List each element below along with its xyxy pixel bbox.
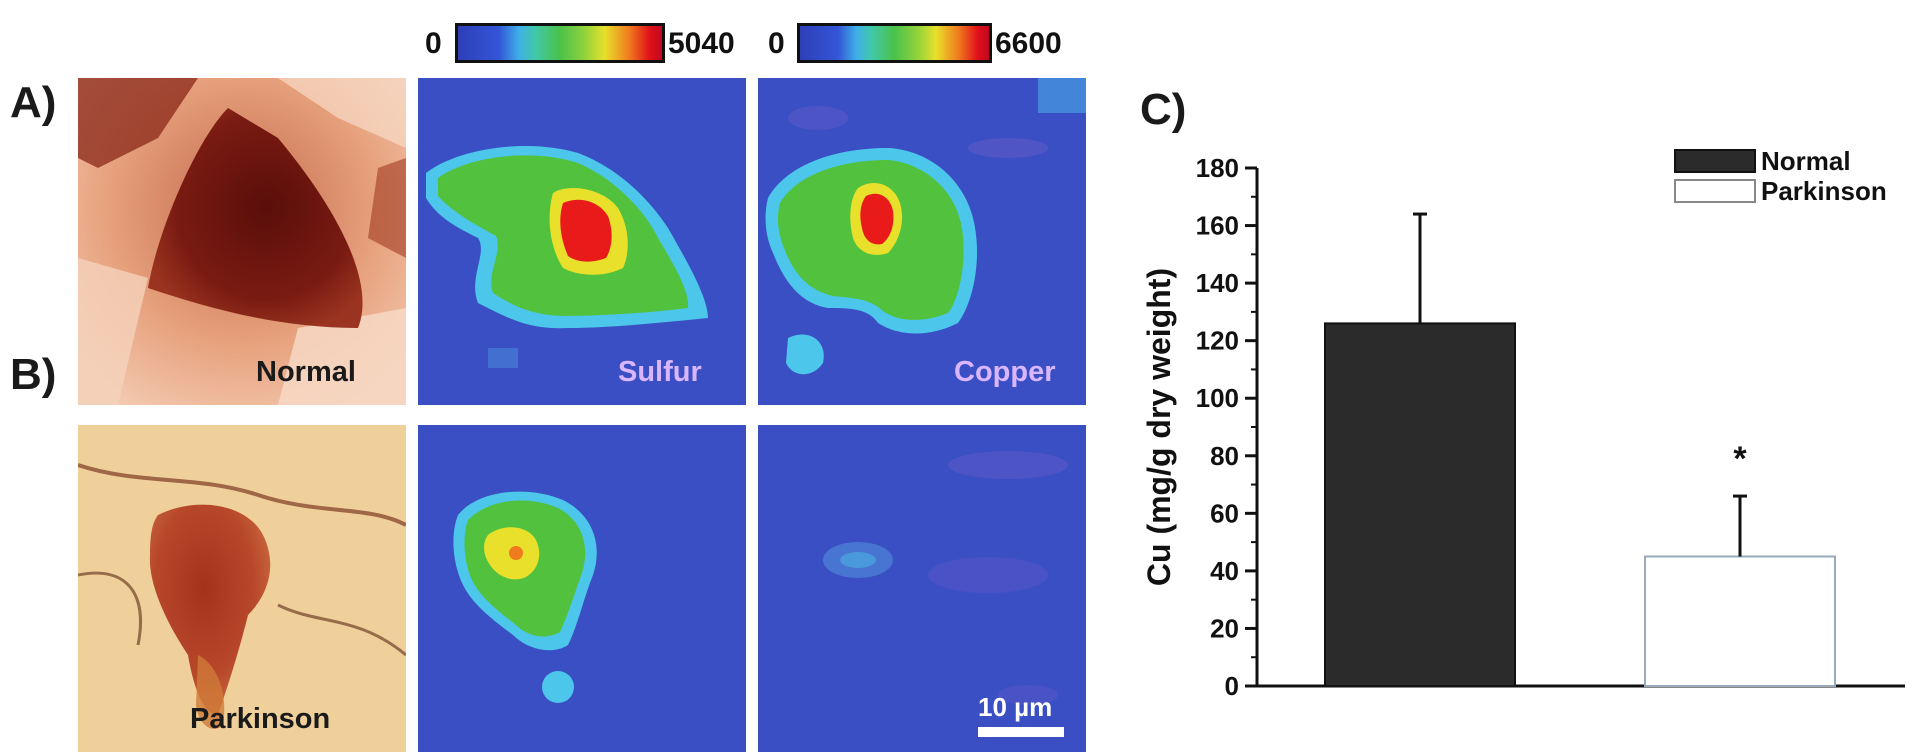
sulfur-caption: Sulfur bbox=[618, 356, 702, 388]
y-tick-label: 140 bbox=[1196, 268, 1239, 298]
colorbar-copper bbox=[797, 23, 992, 63]
legend-label-normal: Normal bbox=[1761, 146, 1851, 176]
colorbar-copper-min: 0 bbox=[768, 27, 785, 60]
normal-caption: Normal bbox=[256, 356, 356, 388]
parkinson-optical-image: Parkinson bbox=[78, 425, 406, 752]
y-tick-label: 120 bbox=[1196, 326, 1239, 356]
parkinson-caption: Parkinson bbox=[190, 703, 331, 735]
scale-bar bbox=[978, 727, 1064, 737]
sulfur-map-normal: Sulfur bbox=[418, 78, 746, 405]
legend-swatch-parkinson bbox=[1674, 179, 1756, 203]
y-tick-label: 40 bbox=[1210, 556, 1239, 586]
copper-map-normal: Copper bbox=[758, 78, 1086, 405]
sulfur-map-parkinson bbox=[418, 425, 746, 752]
colorbar-sulfur-min: 0 bbox=[425, 27, 442, 60]
bar-normal bbox=[1324, 322, 1516, 687]
y-tick-label: 80 bbox=[1210, 441, 1239, 471]
y-tick-label: 180 bbox=[1196, 153, 1239, 183]
copper-map-parkinson: 10 µm bbox=[758, 425, 1086, 752]
legend-swatch-normal bbox=[1674, 149, 1756, 173]
copper-caption: Copper bbox=[954, 356, 1056, 388]
y-axis-label: Cu (mg/g dry weight) bbox=[1141, 268, 1177, 586]
panel-label-c: C) bbox=[1140, 85, 1187, 134]
colorbar-sulfur-max: 5040 bbox=[668, 27, 735, 60]
colorbar-copper-max: 6600 bbox=[995, 27, 1062, 60]
colorbar-sulfur bbox=[455, 23, 665, 63]
panel-label-b: B) bbox=[10, 350, 57, 399]
scale-bar-label: 10 µm bbox=[978, 692, 1053, 722]
y-tick-label: 60 bbox=[1210, 498, 1239, 528]
y-tick-label: 0 bbox=[1225, 671, 1239, 701]
legend-label-parkinson: Parkinson bbox=[1761, 176, 1887, 206]
significance-star: * bbox=[1733, 440, 1747, 478]
normal-optical-image: Normal bbox=[78, 78, 406, 405]
y-tick-label: 160 bbox=[1196, 211, 1239, 241]
panel-label-a: A) bbox=[10, 78, 57, 127]
y-tick-label: 20 bbox=[1210, 613, 1239, 643]
bar-parkinson bbox=[1644, 555, 1836, 687]
y-tick-label: 100 bbox=[1196, 383, 1239, 413]
